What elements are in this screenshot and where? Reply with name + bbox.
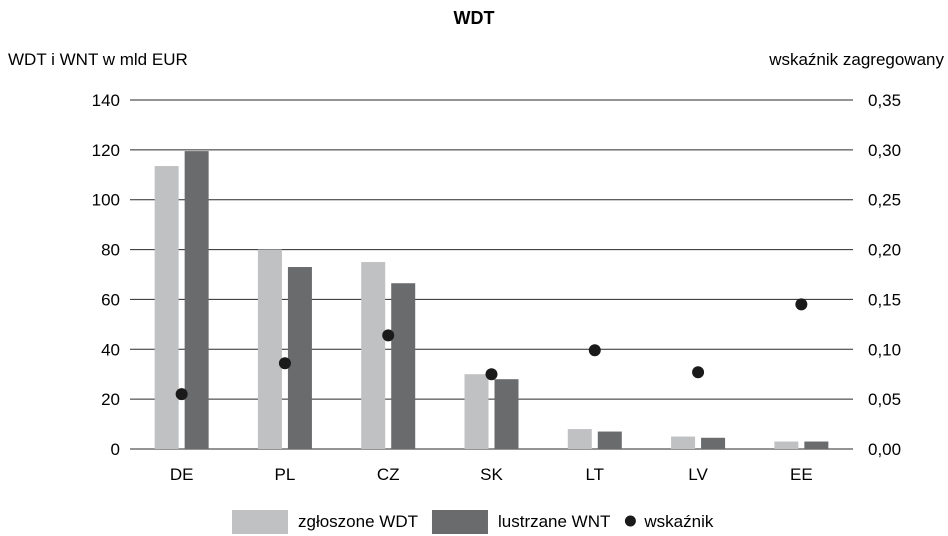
right-tick-label: 0,10: [868, 340, 901, 359]
bar-zgloszone-wdt-cz: [361, 262, 386, 449]
x-axis-ticks: DE PL CZ SK LT LV EE: [170, 465, 813, 484]
gridlines: [130, 99, 853, 450]
legend-label: lustrzane WNT: [498, 512, 610, 531]
right-tick-label: 0,00: [868, 440, 901, 459]
indicator-point-cz: [382, 329, 395, 342]
x-tick-label: LT: [585, 465, 604, 484]
x-tick-label: CZ: [377, 465, 400, 484]
indicator-point-pl: [278, 357, 291, 370]
left-tick-label: 40: [101, 340, 120, 359]
right-tick-label: 0,25: [868, 191, 901, 210]
indicator-point-lt: [588, 344, 601, 357]
legend: zgłoszone WDT lustrzane WNT wskaźnik: [232, 510, 714, 534]
x-tick-label: EE: [790, 465, 813, 484]
indicator-point-de: [175, 388, 188, 401]
legend-swatch: [431, 510, 488, 534]
bar-zgloszone-wdt-de: [154, 166, 179, 449]
right-tick-label: 0,15: [868, 290, 901, 309]
left-tick-label: 20: [101, 390, 120, 409]
x-tick-label: LV: [688, 465, 708, 484]
bar-lustrzane-wnt-pl: [287, 267, 312, 449]
right-axis-ticks: 0,00 0,05 0,10 0,15 0,20 0,25 0,30 0,35: [868, 91, 901, 459]
left-tick-label: 120: [92, 141, 120, 160]
bar-lustrzane-wnt-lt: [597, 431, 622, 449]
indicator-point-lv: [692, 366, 705, 379]
bar-zgloszone-wdt-sk: [464, 374, 489, 449]
legend-label: wskaźnik: [643, 512, 713, 531]
x-tick-label: DE: [170, 465, 194, 484]
bar-zgloszone-wdt-ee: [774, 441, 799, 449]
bar-zgloszone-wdt-lt: [567, 429, 592, 449]
indicator-point-sk: [485, 368, 498, 381]
bar-zgloszone-wdt-lv: [671, 436, 696, 449]
bars: [154, 151, 829, 449]
x-tick-label: PL: [275, 465, 296, 484]
bar-lustrzane-wnt-lv: [701, 437, 726, 449]
left-axis-ticks: 0 20 40 60 80 100 120 140: [92, 91, 120, 459]
legend-label: zgłoszone WDT: [298, 512, 418, 531]
left-tick-label: 60: [101, 290, 120, 309]
legend-swatch: [624, 515, 636, 527]
bar-lustrzane-wnt-sk: [494, 379, 519, 449]
right-axis-label: wskaźnik zagregowany: [768, 50, 944, 69]
right-tick-label: 0,20: [868, 241, 901, 260]
left-tick-label: 140: [92, 91, 120, 110]
bar-lustrzane-wnt-cz: [391, 283, 416, 449]
right-tick-label: 0,05: [868, 390, 901, 409]
legend-swatch: [232, 510, 288, 534]
bar-lustrzane-wnt-de: [184, 151, 209, 449]
right-tick-label: 0,30: [868, 141, 901, 160]
indicator-points: [175, 298, 808, 401]
bar-lustrzane-wnt-ee: [804, 441, 829, 449]
chart-title: WDT: [454, 8, 495, 28]
indicator-point-ee: [795, 298, 808, 311]
left-tick-label: 80: [101, 241, 120, 260]
x-tick-label: SK: [480, 465, 503, 484]
right-tick-label: 0,35: [868, 91, 901, 110]
left-tick-label: 0: [111, 440, 120, 459]
left-axis-label: WDT i WNT w mld EUR: [8, 50, 188, 69]
bar-zgloszone-wdt-pl: [257, 249, 282, 449]
left-tick-label: 100: [92, 191, 120, 210]
